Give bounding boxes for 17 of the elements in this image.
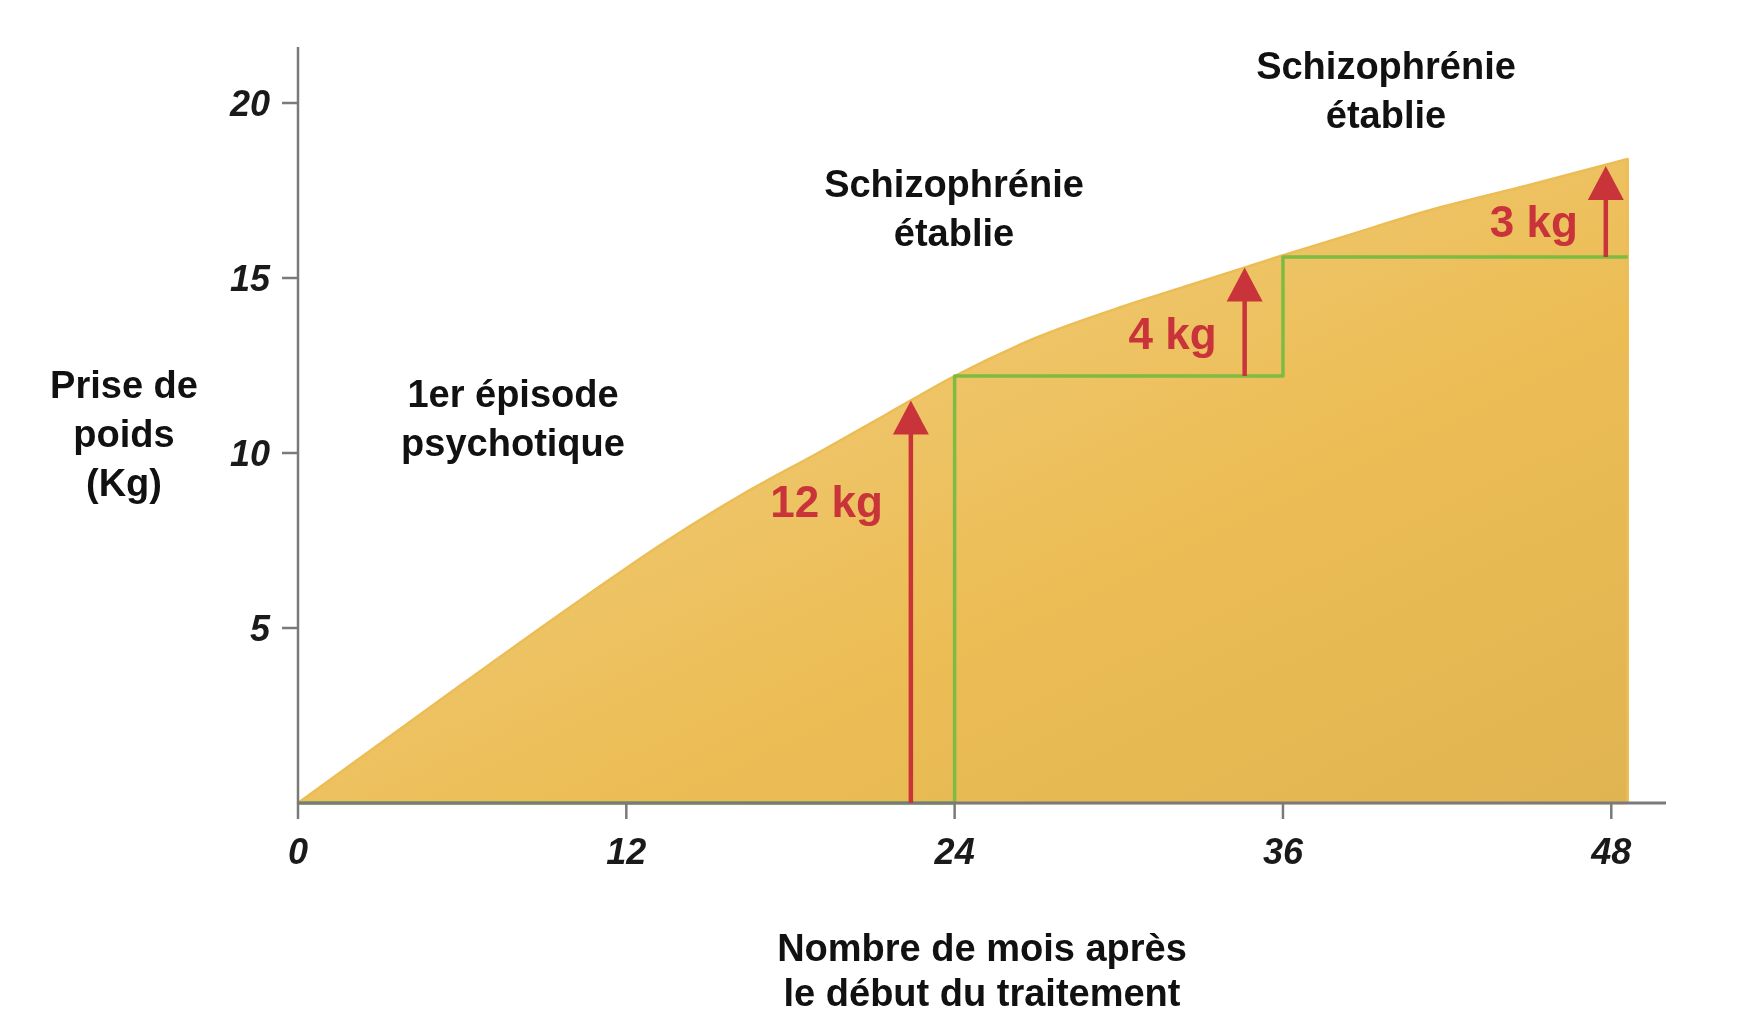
- annotation: 1er épisode psychotique: [401, 373, 625, 464]
- x-tick-label: 0: [287, 830, 309, 872]
- annotation: 12 kg: [770, 476, 883, 525]
- y-axis-title: Prise de poids (Kg): [50, 364, 198, 504]
- x-tick-label: 12: [606, 830, 647, 872]
- x-tick-label: 24: [933, 830, 975, 872]
- x-axis-title: Nombre de mois après le début du traitement: [777, 927, 1187, 1014]
- y-tick-label: 10: [229, 432, 270, 474]
- y-tick-label: 20: [228, 82, 270, 124]
- y-tick-label: 5: [249, 607, 271, 649]
- y-tick-label: 15: [229, 257, 271, 299]
- x-tick-label: 36: [1262, 830, 1304, 872]
- annotation: 3 kg: [1489, 196, 1578, 246]
- annotation: 4 kg: [1128, 308, 1217, 358]
- x-tick-label: 48: [1590, 830, 1632, 872]
- annotation: Schizophrénie établie: [824, 163, 1084, 254]
- annotation: Schizophrénie établie: [1256, 45, 1516, 136]
